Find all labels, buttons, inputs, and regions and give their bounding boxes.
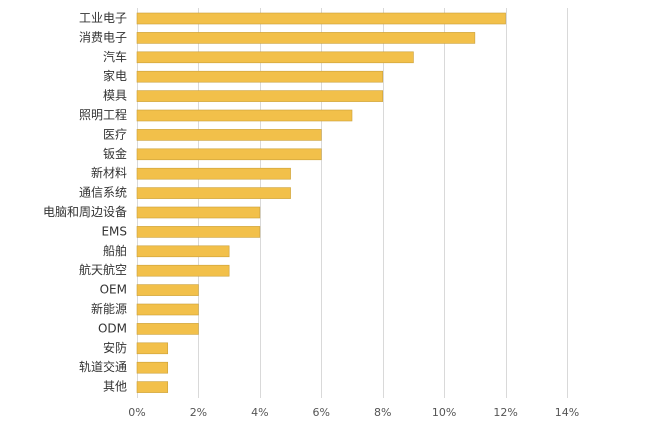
bar [136,342,169,355]
bar [136,264,230,277]
bar [136,226,261,238]
grid-layer [137,8,568,398]
category-label: 轨道交通 [79,359,127,374]
category-label: 船舶 [103,243,127,258]
bar [136,284,199,296]
category-label: ODM [98,321,127,335]
bar [136,109,353,122]
x-tick-label: 12% [493,406,517,419]
x-tick-label: 10% [432,406,456,419]
x-tick-label: 0% [128,406,145,419]
bar [136,303,199,316]
category-label: 医疗 [103,127,127,141]
category-label: 新能源 [91,301,127,316]
category-label: OEM [100,283,127,297]
bar [136,70,384,83]
bar [136,206,261,219]
bar-layer [136,12,506,393]
bar [136,129,322,141]
category-label: 家电 [103,68,127,83]
bar [136,167,291,180]
category-label: 钣金 [103,146,127,161]
x-tick-label: 8% [374,406,391,419]
category-label: 工业电子 [79,11,127,25]
bar [136,51,414,64]
category-label: 模具 [103,89,127,103]
category-label: 航天航空 [79,262,127,277]
tick-label-layer: 0% 2% 4% 6% 8% 10% 12% 14% [128,406,579,419]
x-tick-label: 14% [555,406,579,419]
bar [136,148,322,161]
bar [136,12,506,25]
category-label: 电脑和周边设备 [43,205,127,219]
bar [136,323,199,335]
bar [136,90,384,102]
category-label: EMS [101,224,127,238]
x-tick-label: 4% [251,406,268,419]
bar [136,187,291,199]
category-label: 安防 [103,340,127,355]
category-label: 照明工程 [79,107,127,122]
category-label: 通信系统 [79,186,127,200]
bar [136,361,169,374]
x-tick-label: 6% [313,406,330,419]
category-label: 汽车 [103,49,127,64]
bar [136,381,169,393]
category-label: 新材料 [91,165,127,180]
bar [136,245,230,258]
category-label: 消费电子 [79,30,127,44]
bar [136,32,476,44]
category-label: 其他 [103,380,127,394]
x-tick-label: 2% [190,406,207,419]
